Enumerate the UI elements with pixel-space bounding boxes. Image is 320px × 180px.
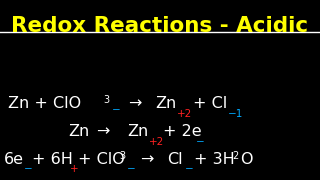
Text: Zn: Zn xyxy=(155,96,176,111)
Text: + ClO: + ClO xyxy=(78,152,125,167)
Text: 3: 3 xyxy=(119,151,125,161)
Text: Cl: Cl xyxy=(167,152,183,167)
Text: −: − xyxy=(24,164,33,174)
Text: + 6H: + 6H xyxy=(32,152,73,167)
Text: O: O xyxy=(240,152,252,167)
Text: −1: −1 xyxy=(228,109,244,119)
Text: 3: 3 xyxy=(103,95,109,105)
Text: →: → xyxy=(96,124,109,139)
Text: 2: 2 xyxy=(232,151,238,161)
Text: +2: +2 xyxy=(177,109,192,119)
Text: Redox Reactions - Acidic: Redox Reactions - Acidic xyxy=(12,16,308,36)
Text: Zn: Zn xyxy=(127,124,148,139)
Text: →: → xyxy=(140,152,153,167)
Text: →: → xyxy=(128,96,141,111)
Text: −: − xyxy=(196,137,205,147)
Text: +2: +2 xyxy=(149,137,164,147)
Text: Zn: Zn xyxy=(68,124,89,139)
Text: + 2e: + 2e xyxy=(163,124,202,139)
Text: −: − xyxy=(127,164,136,174)
Text: −: − xyxy=(185,164,194,174)
Text: +: + xyxy=(70,164,79,174)
Text: + Cl: + Cl xyxy=(193,96,227,111)
Text: Zn + ClO: Zn + ClO xyxy=(8,96,81,111)
Text: 6e: 6e xyxy=(4,152,24,167)
Text: −: − xyxy=(112,105,121,115)
Text: + 3H: + 3H xyxy=(194,152,235,167)
